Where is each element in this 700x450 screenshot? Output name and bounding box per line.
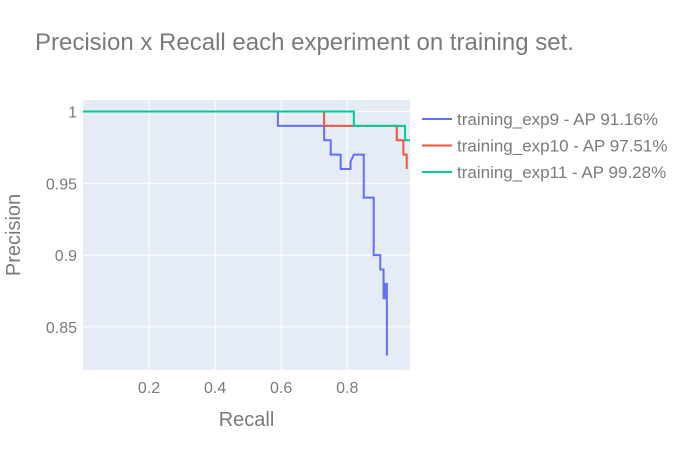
y-tick-label: 1 — [68, 104, 77, 121]
y-tick-label: 0.95 — [46, 176, 77, 193]
x-tick-label: 0.6 — [270, 380, 292, 397]
legend[interactable]: training_exp9 - AP 91.16% training_exp10 … — [422, 110, 667, 182]
plot-area — [83, 100, 410, 370]
y-tick-label: 0.9 — [55, 248, 77, 265]
legend-item-1[interactable]: training_exp9 - AP 91.16% — [422, 110, 658, 129]
legend-label: training_exp9 - AP 91.16% — [457, 110, 658, 129]
y-tick-label: 0.85 — [46, 320, 77, 337]
x-axis-title: Recall — [219, 409, 275, 431]
x-tick-label: 0.8 — [336, 380, 358, 397]
series-line-2 — [83, 110, 408, 169]
x-tick-label: 0.4 — [204, 380, 226, 397]
y-tick-labels: 0.85 0.9 0.95 1 — [46, 104, 77, 336]
legend-label: training_exp11 - AP 99.28% — [457, 163, 666, 182]
x-tick-labels: 0.2 0.4 0.6 0.8 — [138, 380, 359, 397]
series-lines — [83, 110, 410, 356]
legend-item-3[interactable]: training_exp11 - AP 99.28% — [422, 163, 666, 182]
legend-label: training_exp10 - AP 97.51% — [457, 137, 667, 156]
y-axis-title: Precision — [3, 194, 25, 276]
series-line-1 — [83, 110, 388, 356]
grid-lines — [83, 100, 410, 370]
legend-item-2[interactable]: training_exp10 - AP 97.51% — [422, 137, 667, 156]
x-tick-label: 0.2 — [138, 380, 160, 397]
series-line-3 — [83, 110, 410, 142]
chart-title: Precision x Recall each experiment on tr… — [35, 29, 574, 56]
